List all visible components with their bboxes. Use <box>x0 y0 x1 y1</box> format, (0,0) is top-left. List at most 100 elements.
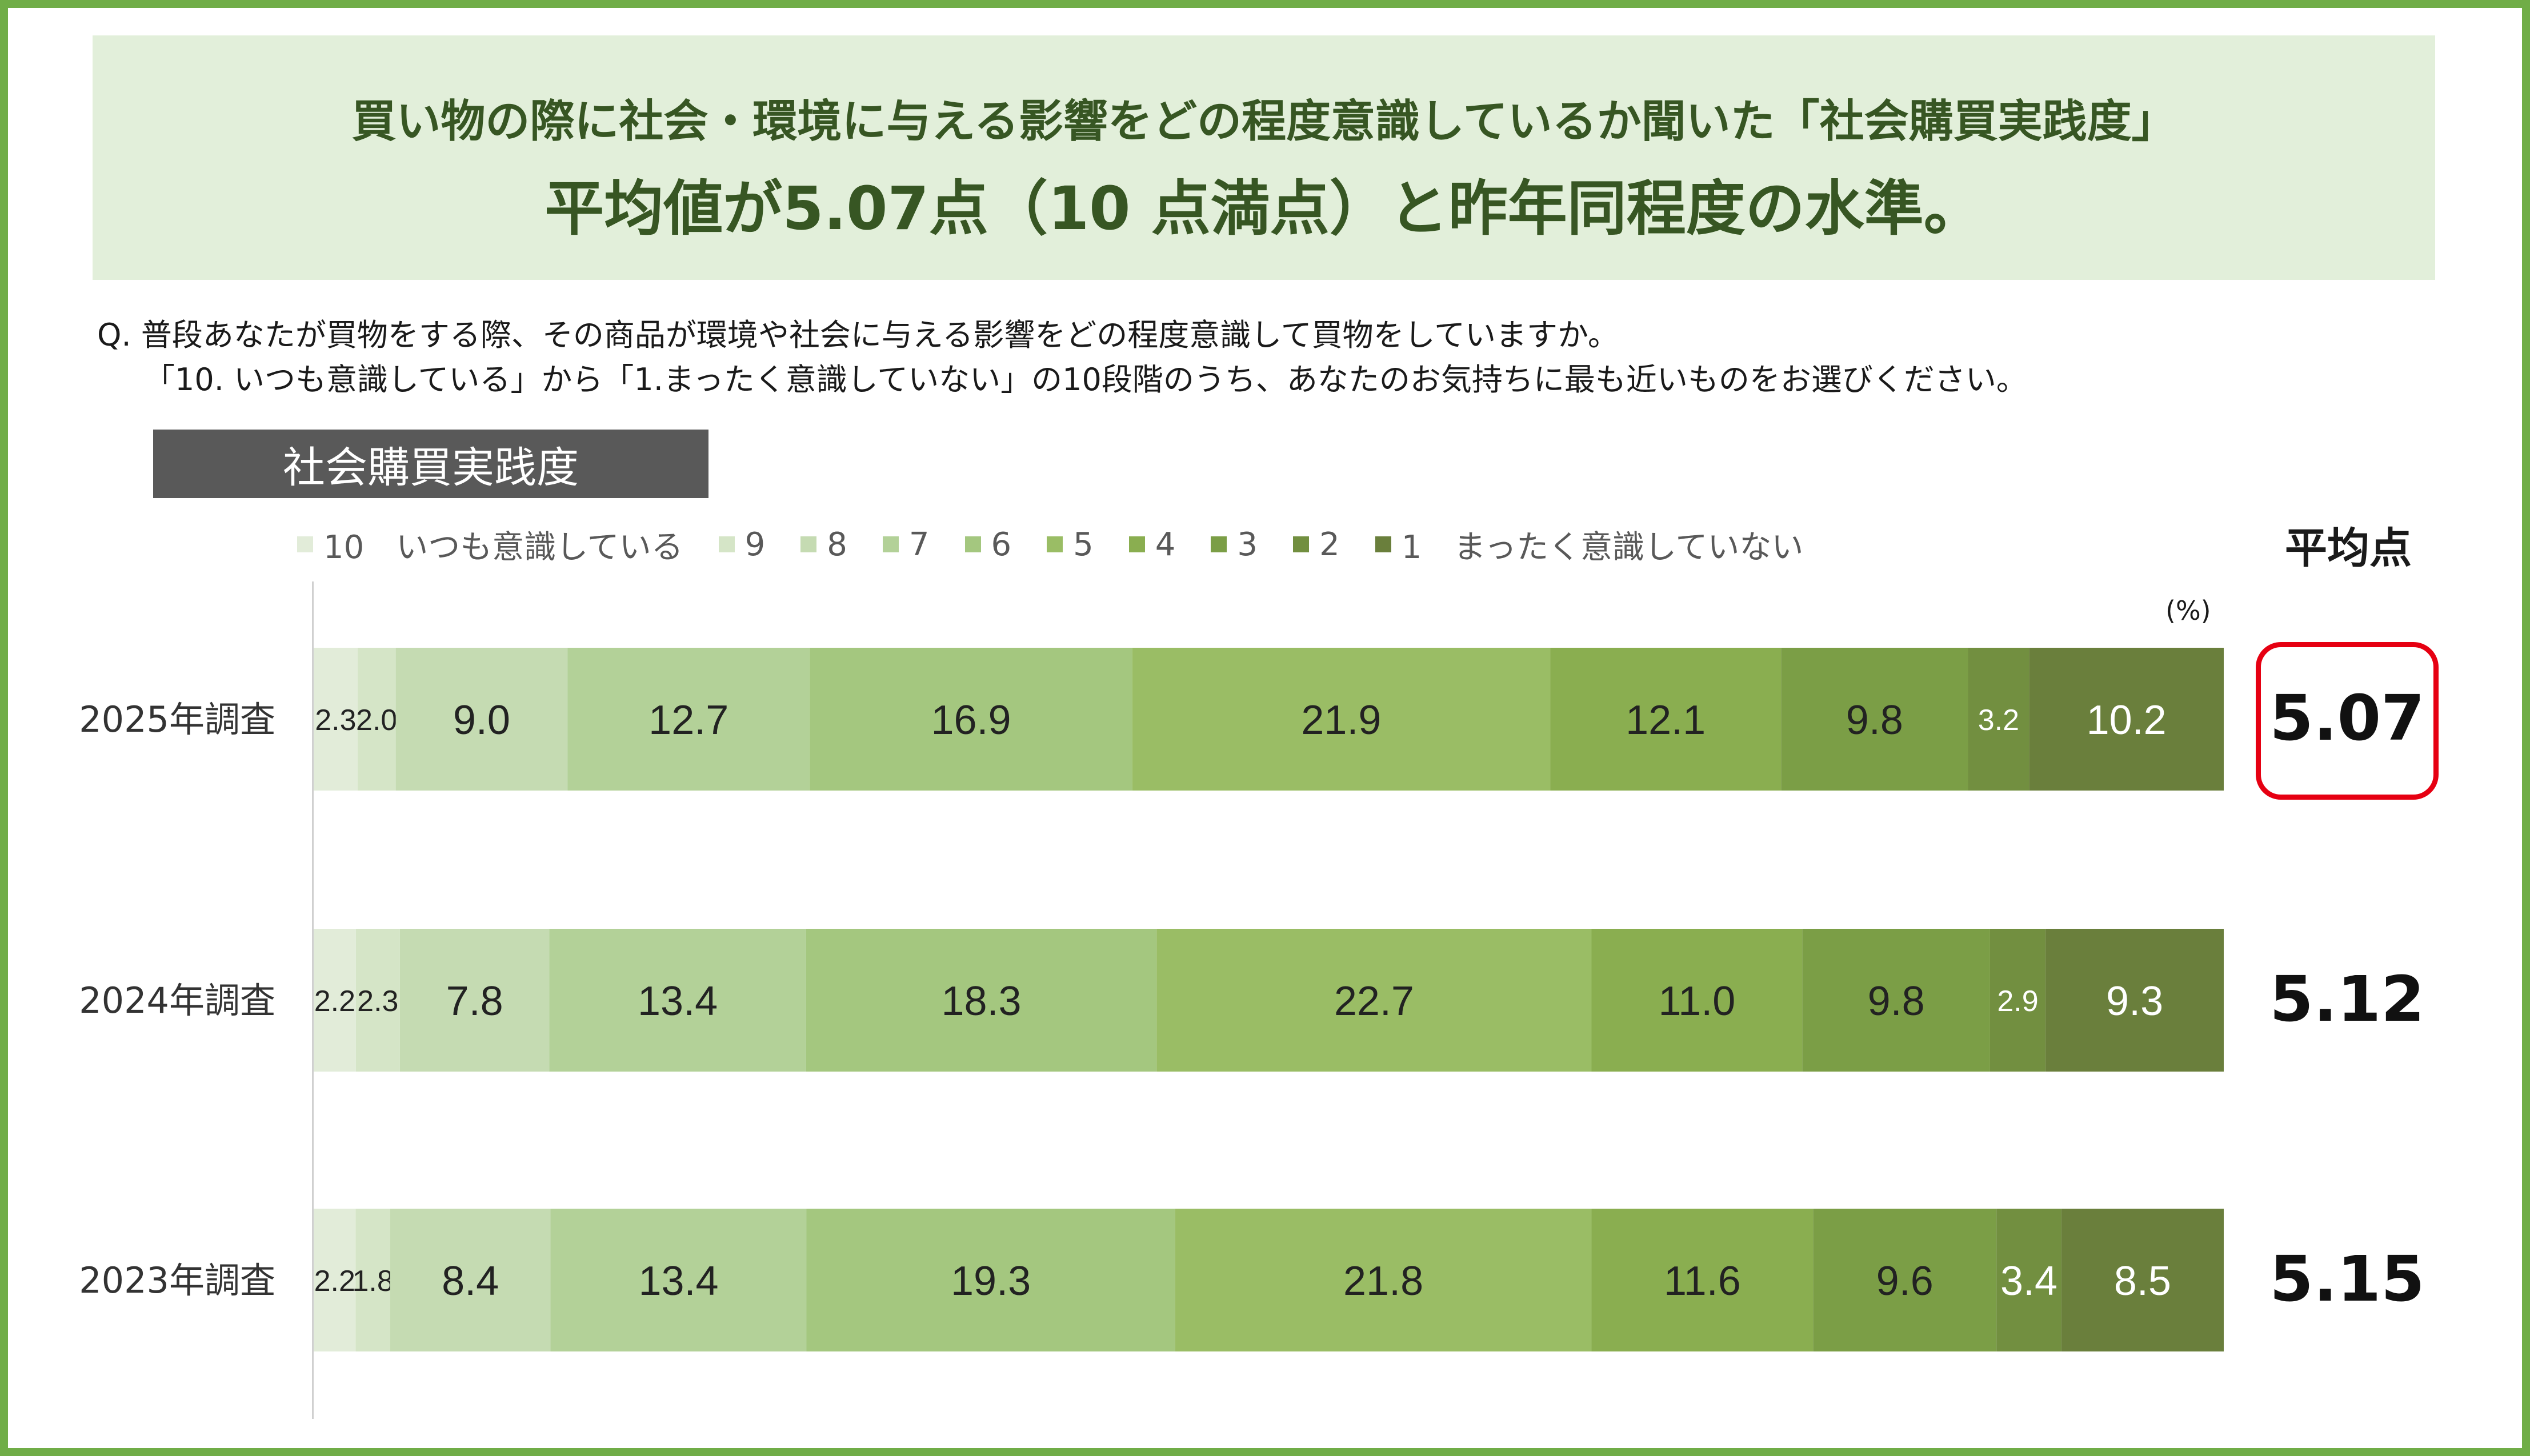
data-label: 9.0 <box>453 697 510 743</box>
data-label: 9.3 <box>2106 978 2163 1024</box>
average-score: 5.15 <box>2269 1242 2425 1315</box>
bar-segment <box>314 1209 356 1351</box>
data-label: 2.2 <box>314 1265 355 1298</box>
legend-item: 4 <box>1128 526 1176 563</box>
legend-label: 7 <box>908 526 930 563</box>
legend-item: 2 <box>1293 526 1340 563</box>
data-label: 11.6 <box>1664 1258 1741 1304</box>
legend-item: 10 いつも意識している <box>297 522 683 568</box>
category-axis-line <box>312 581 314 1419</box>
legend-label: 10 いつも意識している <box>323 528 683 566</box>
bar-segment <box>399 929 550 1072</box>
data-label: 22.7 <box>1334 978 1414 1024</box>
bar-segment <box>806 929 1157 1072</box>
question-line-2: 「10. いつも意識している」から「1.まったく意識していない」の10段階のうち… <box>144 362 2027 398</box>
bar-segment <box>1591 929 1803 1072</box>
data-label: 9.8 <box>1846 697 1903 743</box>
bar-segment <box>806 1209 1175 1351</box>
bar-segment <box>810 648 1132 791</box>
data-label: 1.8 <box>352 1265 393 1298</box>
legend-item: 7 <box>882 526 930 563</box>
bar-segment <box>314 648 358 791</box>
data-label: 9.6 <box>1876 1258 1933 1304</box>
data-label: 3.4 <box>2000 1258 2057 1304</box>
legend-label: 4 <box>1155 526 1176 563</box>
legend-item: 9 <box>718 526 766 563</box>
legend-label: 3 <box>1237 526 1258 563</box>
average-score: 5.07 <box>2269 681 2425 755</box>
bar-segment <box>357 648 396 791</box>
data-label: 2.0 <box>356 704 397 737</box>
average-column-header: 平均点 <box>2285 524 2412 573</box>
data-label: 2.9 <box>1997 985 2038 1018</box>
chart-legend: 10 いつも意識している 9 8 7 6 5 4 3 2 1 まったく意識していない <box>297 524 1839 566</box>
legend-item: 1 まったく意識していない <box>1375 522 1804 568</box>
bar-segment <box>1968 648 2029 791</box>
average-highlight-box <box>2256 642 2439 800</box>
unit-label: (%) <box>2165 595 2211 626</box>
legend-swatch <box>718 536 735 552</box>
bar-segment <box>2029 648 2224 791</box>
data-label: 12.1 <box>1626 697 1706 743</box>
bar-segment <box>1175 1209 1592 1351</box>
question-line-1: Q. 普段あなたが買物をする際、その商品が環境や社会に与える影響をどの程度意識し… <box>97 317 1619 353</box>
bar-segment <box>1813 1209 1997 1351</box>
legend-label: 1 まったく意識していない <box>1401 528 1804 566</box>
data-label: 3.2 <box>1978 704 2019 737</box>
headline-line-1: 買い物の際に社会・環境に与える影響をどの程度意識しているか聞いた「社会購買実践度… <box>351 96 2176 147</box>
data-label: 18.3 <box>941 978 1021 1024</box>
bar-segment <box>550 1209 807 1351</box>
legend-swatch <box>800 536 817 552</box>
legend-swatch <box>297 536 313 552</box>
data-label: 13.4 <box>638 1258 718 1304</box>
legend-label: 9 <box>744 526 766 563</box>
data-label: 19.3 <box>951 1258 1031 1304</box>
data-label: 16.9 <box>931 697 1011 743</box>
bar-segment <box>1996 1209 2061 1351</box>
category-label: 2023年調査 <box>79 1260 275 1301</box>
legend-label: 2 <box>1319 526 1340 563</box>
legend-item: 3 <box>1211 526 1258 563</box>
bar-segment <box>1781 648 1968 791</box>
bar-segment <box>1132 648 1551 791</box>
legend-swatch <box>964 536 981 552</box>
legend-swatch <box>1047 536 1063 552</box>
data-label: 2.3 <box>315 704 356 737</box>
data-label: 7.8 <box>446 978 503 1024</box>
data-label: 21.8 <box>1343 1258 1423 1304</box>
legend-swatch <box>1211 536 1227 552</box>
bar-segment <box>2045 929 2224 1072</box>
category-label: 2024年調査 <box>79 980 275 1021</box>
legend-label: 8 <box>827 526 847 563</box>
headline-line-2: 平均値が5.07点（10 点満点）と昨年同程度の水準。 <box>545 174 1983 243</box>
bar-segment <box>2061 1209 2224 1351</box>
headline-banner: 買い物の際に社会・環境に与える影響をどの程度意識しているか聞いた「社会購買実践度… <box>93 35 2435 280</box>
bar-segment <box>314 929 356 1072</box>
data-label: 12.7 <box>648 697 728 743</box>
bar-segment <box>1156 929 1592 1072</box>
bar-segment <box>355 929 400 1072</box>
bar-segment <box>567 648 810 791</box>
average-score: 5.12 <box>2269 962 2425 1036</box>
legend-swatch <box>1375 536 1391 552</box>
category-label: 2025年調査 <box>79 699 275 740</box>
bar-segment <box>395 648 568 791</box>
data-label: 8.4 <box>442 1258 499 1304</box>
bar-segment <box>390 1209 551 1351</box>
data-label: 21.9 <box>1301 697 1381 743</box>
chart-section-label: 社会購買実践度 <box>153 430 708 498</box>
data-label: 9.8 <box>1868 978 1925 1024</box>
data-label: 2.2 <box>314 985 355 1018</box>
bar-segment <box>1550 648 1782 791</box>
data-label: 8.5 <box>2114 1258 2171 1304</box>
legend-item: 6 <box>964 526 1011 563</box>
data-label: 11.0 <box>1659 978 1736 1024</box>
bar-segment <box>1989 929 2046 1072</box>
bar-segment <box>549 929 806 1072</box>
data-label: 2.3 <box>357 985 398 1018</box>
survey-question: Q. 普段あなたが買物をする際、その商品が環境や社会に与える影響をどの程度意識し… <box>97 313 2027 402</box>
legend-swatch <box>1128 536 1145 552</box>
legend-item: 5 <box>1047 526 1094 563</box>
bar-segment <box>355 1209 390 1351</box>
